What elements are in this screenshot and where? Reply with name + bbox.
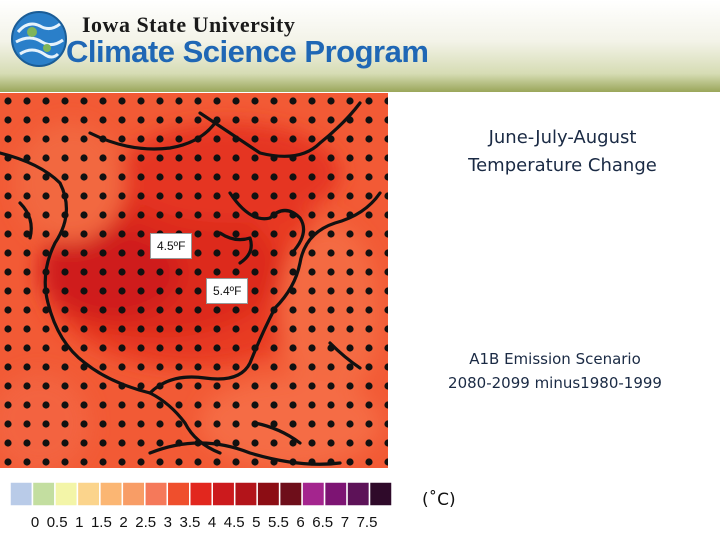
legend-bin <box>144 482 169 506</box>
temperature-change-map <box>0 93 388 468</box>
legend-tick-label: 5.5 <box>268 514 289 531</box>
scenario-line-2: 2080-2099 minus1980-1999 <box>448 374 662 392</box>
legend-tick-label: 7.5 <box>357 514 378 531</box>
legend-tick-label: 1.5 <box>91 514 112 531</box>
legend-tick-label: 7 <box>341 514 349 531</box>
legend-tick-label: 0 <box>31 514 39 531</box>
legend-tick-label: 5 <box>252 514 260 531</box>
legend-ticks: 0 0.5 1 1.5 2 2.5 3 3.5 4 4.5 5 5.5 6 6.5 7 7.5 <box>31 514 378 531</box>
program-name: Climate Science Program <box>66 34 429 69</box>
legend-bin <box>346 482 371 506</box>
scenario-line-1: A1B Emission Scenario <box>469 350 641 368</box>
legend-bin <box>233 482 258 506</box>
legend-unit: (˚C) <box>422 490 456 510</box>
legend-bin <box>76 482 101 506</box>
chart-title: June-July-August Temperature Change <box>420 124 705 180</box>
legend-bin <box>278 482 303 506</box>
legend-tick-label: 4 <box>208 514 216 531</box>
legend-tick-label: 2 <box>119 514 127 531</box>
legend-tick-label: 4.5 <box>224 514 245 531</box>
legend-bin <box>323 482 348 506</box>
legend-bin <box>10 482 34 506</box>
legend-colorbar <box>10 482 392 506</box>
legend-bin <box>211 482 236 506</box>
globe-icon <box>11 11 67 67</box>
legend-bin <box>256 482 281 506</box>
title-line-2: Temperature Change <box>468 155 657 176</box>
legend-bin <box>368 482 392 506</box>
legend-bin <box>301 482 326 506</box>
legend-bin <box>121 482 146 506</box>
scenario-caption: A1B Emission Scenario 2080-2099 minus198… <box>420 347 690 395</box>
map-label-west: 4.5ºF <box>150 233 193 259</box>
significance-dots <box>0 93 388 468</box>
legend-tick-label: 0.5 <box>47 514 68 531</box>
legend-tick-label: 3 <box>164 514 172 531</box>
map-label-east: 5.4ºF <box>206 278 249 304</box>
legend-bin <box>99 482 124 506</box>
legend-bin <box>189 482 213 506</box>
header-banner: Iowa State University Climate Science Pr… <box>0 0 720 92</box>
legend-bin <box>31 482 56 506</box>
legend-tick-label: 2.5 <box>135 514 156 531</box>
legend-bin <box>166 482 191 506</box>
legend-tick-label: 1 <box>75 514 83 531</box>
legend-bin <box>54 482 79 506</box>
university-name: Iowa State University <box>82 12 296 37</box>
legend-tick-label: 6 <box>296 514 304 531</box>
title-line-1: June-July-August <box>488 127 637 148</box>
legend-tick-label: 6.5 <box>312 514 333 531</box>
legend-tick-label: 3.5 <box>180 514 201 531</box>
